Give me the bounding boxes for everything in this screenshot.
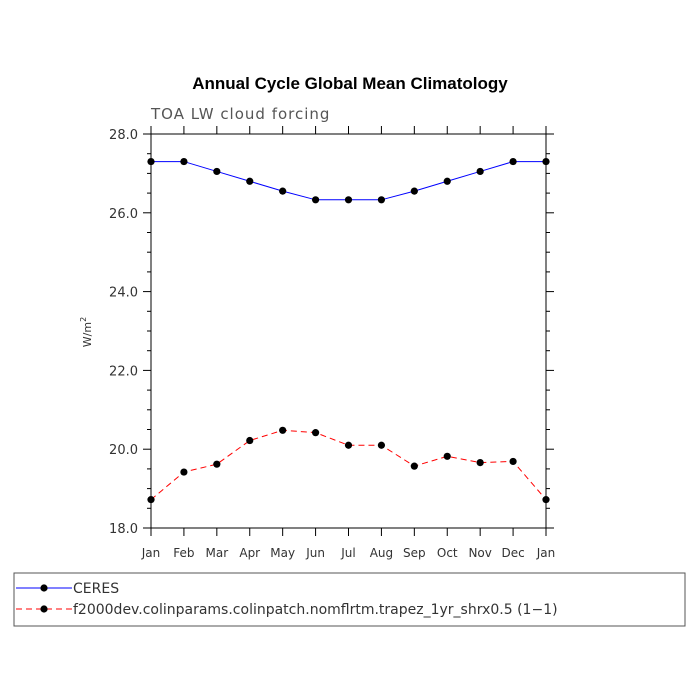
- series-1-point: [344, 196, 353, 204]
- x-tick-label: Feb: [173, 546, 194, 560]
- series-2-point: [509, 457, 517, 466]
- x-tick-label: Sep: [403, 546, 426, 560]
- series-2-point: [246, 436, 254, 445]
- series-1-point: [147, 157, 155, 166]
- series-2-point: [147, 496, 155, 504]
- y-tick-label: 20.0: [109, 443, 138, 458]
- series-2-point: [180, 468, 188, 476]
- legend-box: [13, 572, 686, 627]
- series-2-point: [476, 458, 484, 467]
- series-2-point: [443, 452, 451, 460]
- series-1-point: [246, 177, 254, 185]
- series-line-1: [151, 161, 546, 201]
- series-1-point: [509, 157, 517, 166]
- series-1-point: [542, 157, 550, 166]
- plot-frame: [150, 133, 547, 529]
- y-tick-label: 18.0: [109, 522, 138, 537]
- x-tick-label: Jan: [141, 546, 161, 560]
- series-2-point: [279, 426, 287, 434]
- x-tick-label: Apr: [239, 546, 260, 560]
- series-2-point: [542, 496, 550, 504]
- svg-text:W/m2: W/m2: [79, 317, 94, 347]
- legend-label-2: f2000dev.colinparams.colinpatch.nomflrtm…: [73, 602, 558, 618]
- series-2-point: [213, 460, 221, 468]
- x-tick-label: Nov: [468, 546, 491, 560]
- series-1-point: [213, 167, 221, 176]
- x-tick-label: Aug: [370, 546, 393, 560]
- x-tick-label: Jun: [305, 546, 325, 560]
- chart-title: Annual Cycle Global Mean Climatology: [192, 74, 508, 93]
- x-tick-label: Jul: [340, 546, 355, 560]
- legend-label-1: CERES: [73, 581, 119, 597]
- x-tick-label: Jan: [536, 546, 556, 560]
- series-1-point: [476, 167, 484, 176]
- y-tick-label: 22.0: [109, 364, 138, 379]
- series-2-point: [311, 429, 320, 437]
- y-axis-title: W/m2: [79, 317, 94, 347]
- series-1-point: [311, 196, 320, 204]
- y-axis-label-superscript: 2: [79, 317, 88, 322]
- y-axis-label: W/m: [81, 322, 94, 347]
- series-layer: [147, 157, 550, 504]
- series-2-point: [410, 462, 418, 470]
- series-1-point: [377, 196, 386, 204]
- x-tick-label: May: [270, 546, 295, 560]
- x-tick-label: Mar: [206, 546, 229, 560]
- legend-marker-1: [40, 584, 48, 592]
- series-1-point: [180, 157, 188, 166]
- x-tick-label: Dec: [501, 546, 524, 560]
- chart-subtitle: TOA LW cloud forcing: [150, 105, 330, 123]
- series-line-2: [150, 429, 547, 501]
- x-tick-label: Oct: [437, 546, 458, 560]
- y-tick-label: 24.0: [109, 286, 138, 301]
- legend-marker-2: [40, 605, 48, 613]
- y-tick-label: 28.0: [109, 128, 138, 143]
- series-1-point: [410, 187, 418, 195]
- series-2-point: [377, 441, 386, 449]
- y-tick-label: 26.0: [109, 207, 138, 222]
- series-2-point: [344, 441, 353, 449]
- series-1-point: [279, 187, 287, 195]
- series-1-point: [443, 177, 451, 185]
- legend: CERES f2000dev.colinparams.colinpatch.nom…: [16, 581, 558, 618]
- ticks-layer: 18.0 20.0 22.0 24.0 26.0 28.0 Jan Feb Mar Apr May J…: [109, 126, 555, 560]
